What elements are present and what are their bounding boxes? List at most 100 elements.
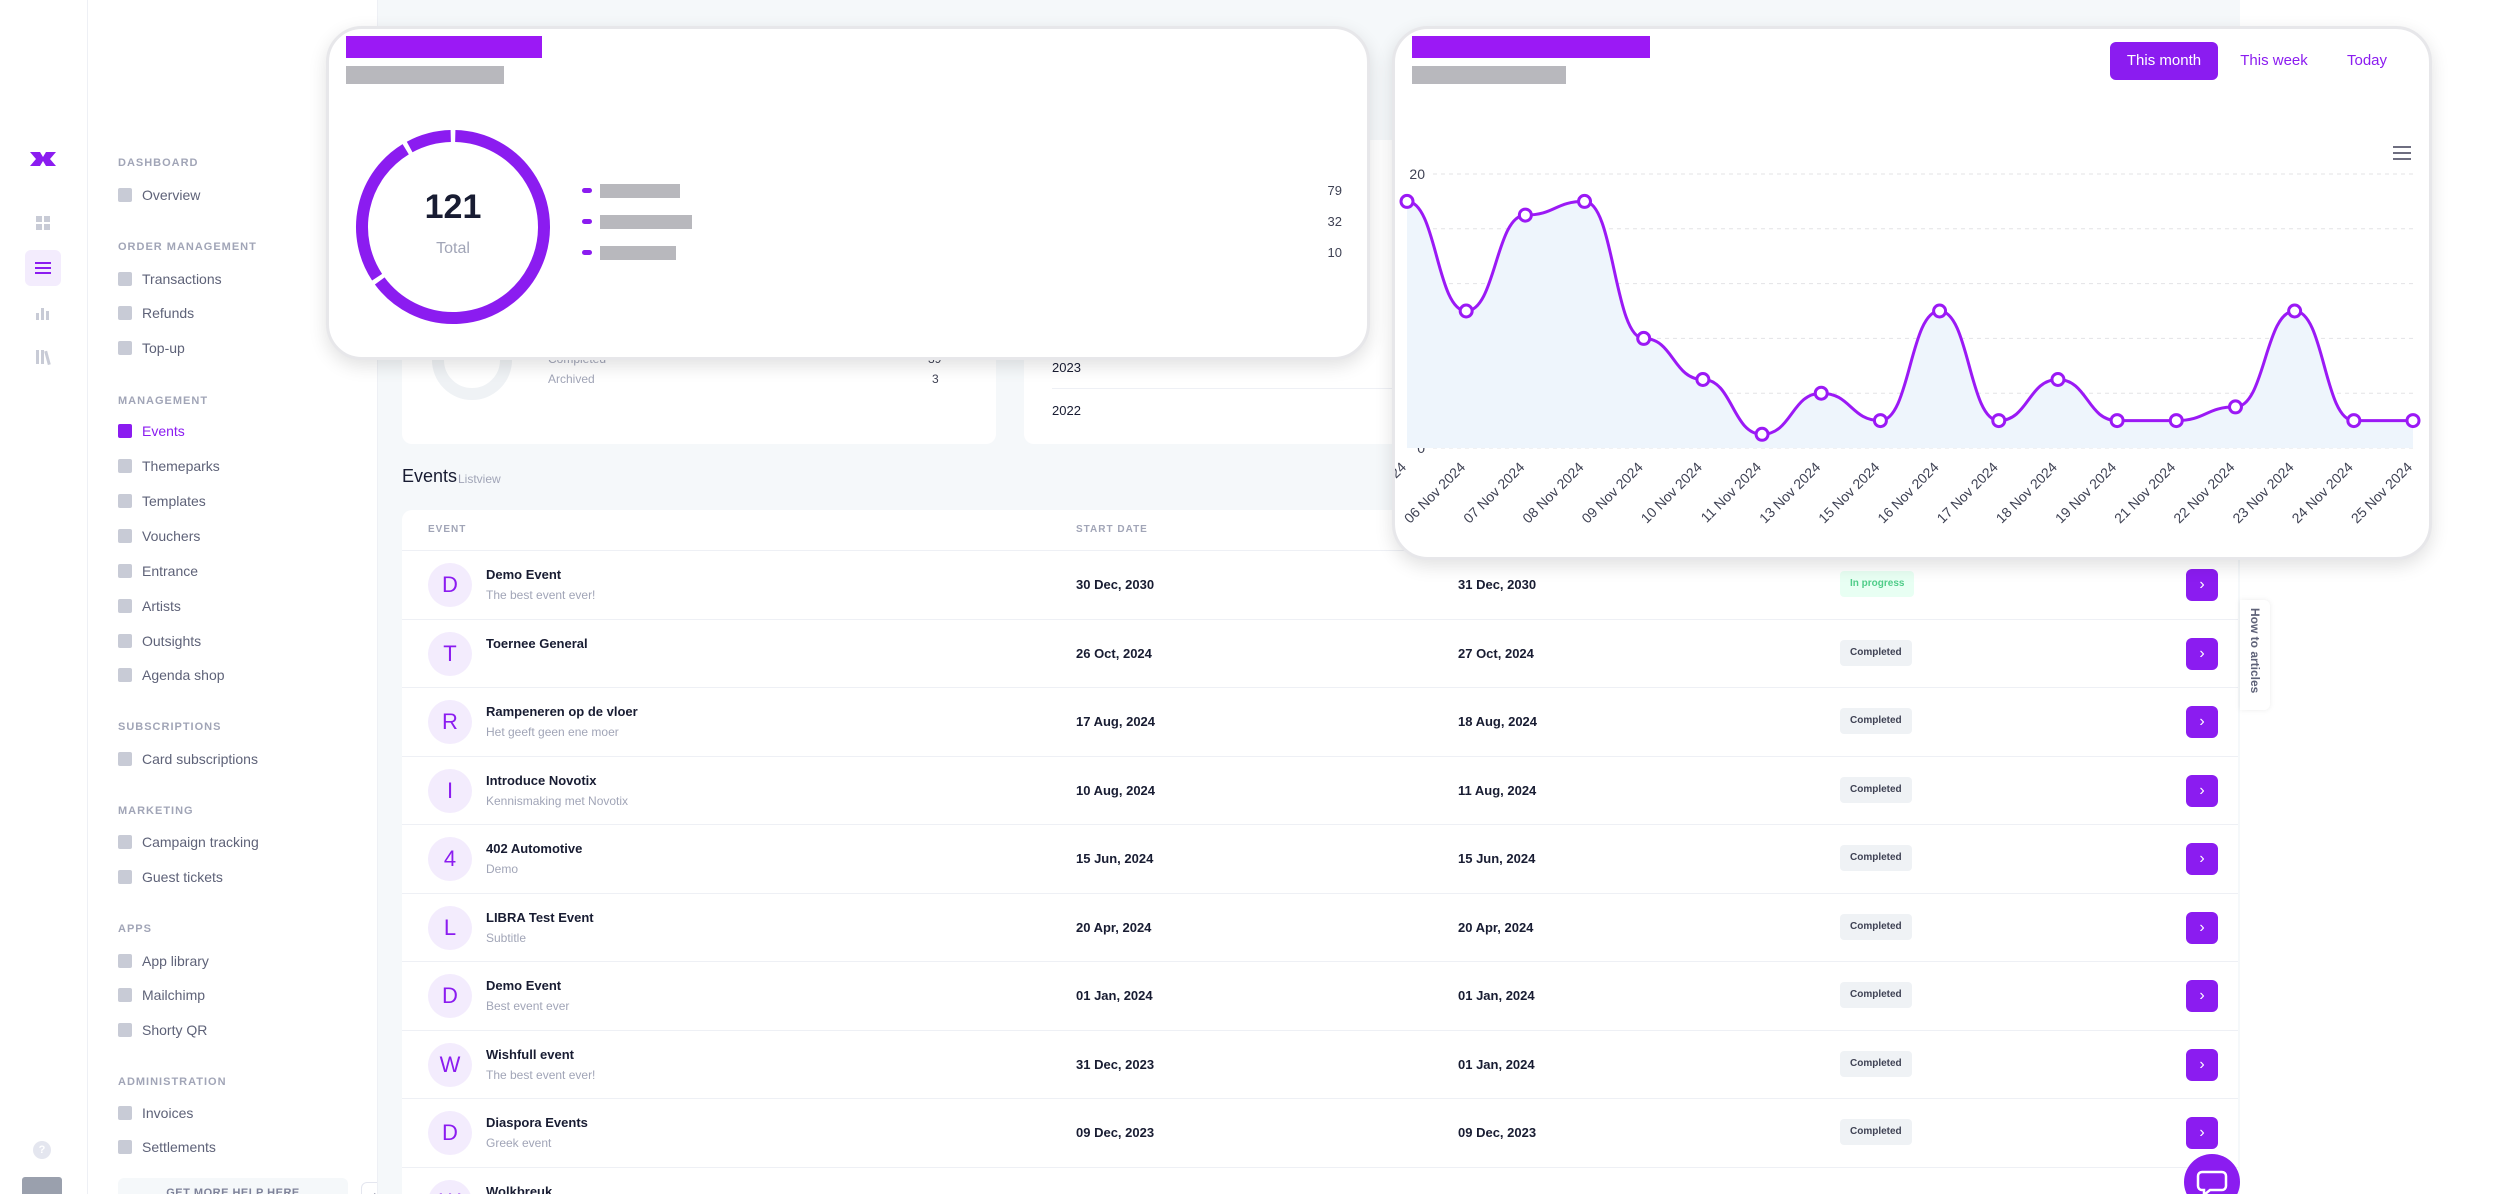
sidebar-item-themeparks[interactable]: Themeparks xyxy=(118,455,220,477)
open-event-button[interactable]: › xyxy=(2186,774,2218,807)
y-tick-label: 20 xyxy=(1409,166,1425,182)
open-event-button[interactable]: › xyxy=(2186,637,2218,670)
chat-button[interactable] xyxy=(2184,1154,2240,1194)
dashboard-icon[interactable] xyxy=(32,212,54,234)
data-point[interactable] xyxy=(2050,372,2066,387)
table-row[interactable]: 4 402 Automotive Demo 15 Jun, 2024 15 Jun, 2… xyxy=(402,824,2238,892)
open-event-button[interactable]: › xyxy=(2186,980,2218,1012)
sidebar-item-entrance[interactable]: Entrance xyxy=(118,560,198,582)
data-point[interactable] xyxy=(1813,385,1829,401)
event-name: Wishfull event xyxy=(486,1046,575,1062)
user-avatar[interactable] xyxy=(22,1177,62,1194)
redacted-legend-label xyxy=(600,184,680,198)
sidebar-item-top-up[interactable]: Top-up xyxy=(118,337,185,359)
sidebar-item-settlements[interactable]: Settlements xyxy=(118,1136,216,1158)
end-date: 01 Jan, 2024 xyxy=(1458,988,1535,1003)
data-point[interactable] xyxy=(2287,303,2303,319)
tab-this-month[interactable]: This month xyxy=(2110,42,2218,80)
year-label: 2023 xyxy=(1052,360,1081,375)
series-line xyxy=(1406,199,2413,436)
table-row[interactable]: D Demo Event Best event ever 01 Jan, 2024 01… xyxy=(402,961,2238,1029)
redacted-subtitle xyxy=(1412,66,1566,84)
sidebar-item-refunds[interactable]: Refunds xyxy=(118,302,194,324)
open-event-button[interactable]: › xyxy=(2186,1117,2218,1149)
table-row[interactable]: D Demo Event The best event ever! 30 Dec, 2… xyxy=(402,550,2238,618)
sidebar-item-invoices[interactable]: Invoices xyxy=(118,1102,193,1124)
data-point[interactable] xyxy=(1872,413,1888,429)
sidebar-item-events[interactable]: Events xyxy=(118,420,185,442)
start-date: 26 Oct, 2024 xyxy=(1076,645,1152,661)
data-point[interactable] xyxy=(2109,413,2125,429)
data-point[interactable] xyxy=(1577,193,1593,209)
open-event-button[interactable]: › xyxy=(2186,911,2218,944)
table-row[interactable]: L LIBRA Test Event Subtitle 20 Apr, 2024 20 … xyxy=(402,892,2238,961)
sidebar-item-overview[interactable]: Overview xyxy=(118,184,200,206)
event-avatar: D xyxy=(428,563,472,607)
how-to-articles-tab[interactable]: How to articles xyxy=(2240,600,2270,710)
data-point[interactable] xyxy=(1754,426,1770,442)
donut-segment xyxy=(406,130,452,153)
open-event-button[interactable]: › xyxy=(2186,1048,2218,1081)
event-name: Diaspora Events xyxy=(486,1115,588,1130)
data-point[interactable] xyxy=(1458,303,1474,319)
x-tick-label: 13 Nov 2024 xyxy=(1756,459,1824,527)
sidebar-item-card-subscriptions[interactable]: Card subscriptions xyxy=(118,748,258,770)
sidebar-item-artists[interactable]: Artists xyxy=(118,595,181,617)
library-icon[interactable] xyxy=(32,346,54,368)
sidebar-item-guest-tickets[interactable]: Guest tickets xyxy=(118,866,223,888)
data-point[interactable] xyxy=(2405,413,2421,429)
sidebar-item-agenda-shop[interactable]: Agenda shop xyxy=(118,664,225,686)
section-title-order-management: ORDER MANAGEMENT xyxy=(118,241,257,253)
app-library-icon xyxy=(118,954,132,968)
table-row[interactable]: T Toernee General 26 Oct, 2024 27 Oct, 2024… xyxy=(402,618,2238,687)
data-point[interactable] xyxy=(2227,399,2243,415)
templates-icon xyxy=(118,494,132,508)
data-point[interactable] xyxy=(1517,207,1533,223)
sidebar-item-vouchers[interactable]: Vouchers xyxy=(118,525,200,547)
campaign-tracking-icon xyxy=(118,835,132,849)
menu-icon[interactable] xyxy=(2393,146,2411,160)
list-icon[interactable] xyxy=(25,250,61,286)
open-event-button[interactable]: › xyxy=(2186,569,2218,601)
data-point[interactable] xyxy=(1399,193,1415,209)
data-point[interactable] xyxy=(1636,330,1652,346)
sidebar-item-shorty-qr[interactable]: Shorty QR xyxy=(118,1019,207,1041)
sidebar-item-templates[interactable]: Templates xyxy=(118,490,206,512)
table-row[interactable]: R Rampeneren op de vloer Het geeft geen en… xyxy=(402,687,2238,755)
end-date: 09 Dec, 2023 xyxy=(1458,1125,1537,1140)
series-area xyxy=(1407,201,2413,448)
data-point[interactable] xyxy=(1932,303,1948,319)
table-row[interactable]: W Wishfull event The best event ever! 31 De… xyxy=(402,1029,2238,1098)
sidebar-item-outsights[interactable]: Outsights xyxy=(118,630,201,652)
sidebar-item-transactions[interactable]: Transactions xyxy=(118,268,222,290)
sidebar-item-mailchimp[interactable]: Mailchimp xyxy=(118,984,205,1006)
x-tick-label: 15 Nov 2024 xyxy=(1815,459,1883,527)
tab-today[interactable]: Today xyxy=(2346,52,2388,69)
bar-chart-icon[interactable] xyxy=(32,302,54,324)
redacted-subtitle xyxy=(346,66,504,84)
status-badge: Completed xyxy=(1840,776,1912,803)
data-point[interactable] xyxy=(2346,413,2362,429)
sidebar-item-app-library[interactable]: App library xyxy=(118,950,209,972)
table-row[interactable]: I Introduce Novotix Kennismaking met Novot… xyxy=(402,755,2238,824)
data-point[interactable] xyxy=(2168,413,2184,429)
logo-icon[interactable] xyxy=(28,148,58,170)
get-more-help-button[interactable]: GET MORE HELP HERE xyxy=(118,1178,348,1194)
event-name: Toernee General xyxy=(486,635,588,651)
event-avatar: 4 xyxy=(428,837,472,881)
section-title-marketing: MARKETING xyxy=(118,805,194,817)
data-point[interactable] xyxy=(1991,413,2007,429)
table-row[interactable]: D Diaspora Events Greek event 09 Dec, 2023 0… xyxy=(402,1098,2238,1166)
open-event-button[interactable]: › xyxy=(2186,843,2218,875)
x-tick-label: 17 Nov 2024 xyxy=(1933,459,2001,527)
collapse-sidebar-button[interactable]: ‹ xyxy=(361,1182,377,1194)
tab-this-week[interactable]: This week xyxy=(2240,52,2308,69)
start-date: 15 Jun, 2024 xyxy=(1076,851,1154,866)
table-row[interactable]: W Wolkbreuk xyxy=(402,1166,2238,1194)
sidebar-item-campaign-tracking[interactable]: Campaign tracking xyxy=(118,831,259,853)
data-point[interactable] xyxy=(1695,372,1711,387)
event-name: Introduce Novotix xyxy=(486,772,597,788)
open-event-button[interactable]: › xyxy=(2186,706,2218,738)
help-icon[interactable]: ? xyxy=(33,1141,51,1159)
outsights-icon xyxy=(118,634,132,648)
